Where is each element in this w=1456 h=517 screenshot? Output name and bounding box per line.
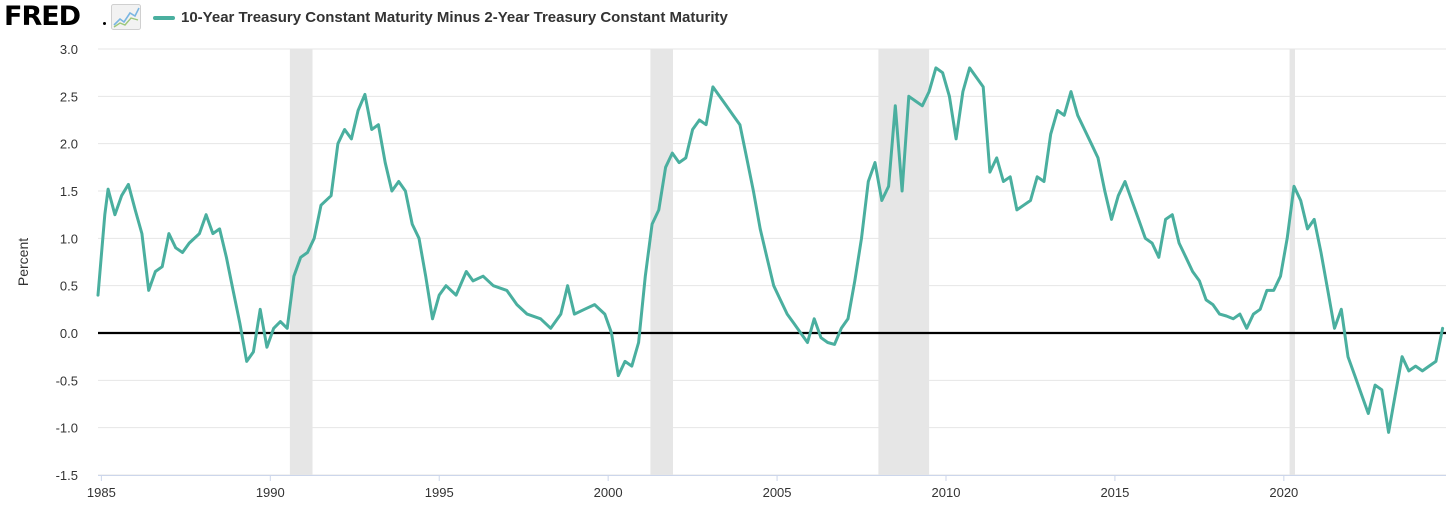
x-tick-label: 2010 [932,485,961,500]
y-tick-label: 2.5 [60,89,78,104]
y-tick-label: 0.0 [60,326,78,341]
y-tick-label: -1.5 [56,468,78,483]
y-tick-label: -1.0 [56,421,78,436]
recession-band [650,49,674,475]
recession-bands [289,49,1295,475]
x-tick-label: 2005 [763,485,792,500]
y-tick-label: -0.5 [56,373,78,388]
recession-band [289,49,313,475]
y-tick-label: 1.5 [60,184,78,199]
x-tick-label: 2020 [1269,485,1298,500]
y-tick-label: 0.5 [60,279,78,294]
y-tick-label: 3.0 [60,42,78,57]
x-axis [98,475,1446,481]
x-tick-label: 1990 [256,485,285,500]
x-tick-label: 1995 [425,485,454,500]
x-tick-label: 2015 [1100,485,1129,500]
series-line[interactable] [96,66,1445,434]
legend-swatch [153,16,175,20]
logo-registered-mark [103,22,106,25]
recession-band [878,49,930,475]
legend-label: 10-Year Treasury Constant Maturity Minus… [181,9,728,26]
x-tick-label: 2000 [594,485,623,500]
y-axis-ticks: 3.0 2.5 2.0 1.5 1.0 0.5 0.0 -0.5 -1.0 -1.5 [56,42,78,483]
chart-header: FRED 10-Year Treasury Constant Maturity … [0,0,1456,36]
series-layer [96,66,1445,434]
y-tick-label: 2.0 [60,137,78,152]
x-tick-label: 1985 [87,485,116,500]
x-axis-ticks: 1985 1990 1995 2000 2005 2010 2015 2020 [87,485,1298,500]
recession-band [1289,49,1295,475]
y-axis-label: Percent [15,238,31,286]
line-chart: 3.02.52.01.51.00.50.0-0.5-1.0-1.5 1985 19… [15,42,1446,500]
fred-logo[interactable]: FRED [4,1,81,32]
y-tick-label: 1.0 [60,231,78,246]
line-graph-icon[interactable] [111,4,141,30]
